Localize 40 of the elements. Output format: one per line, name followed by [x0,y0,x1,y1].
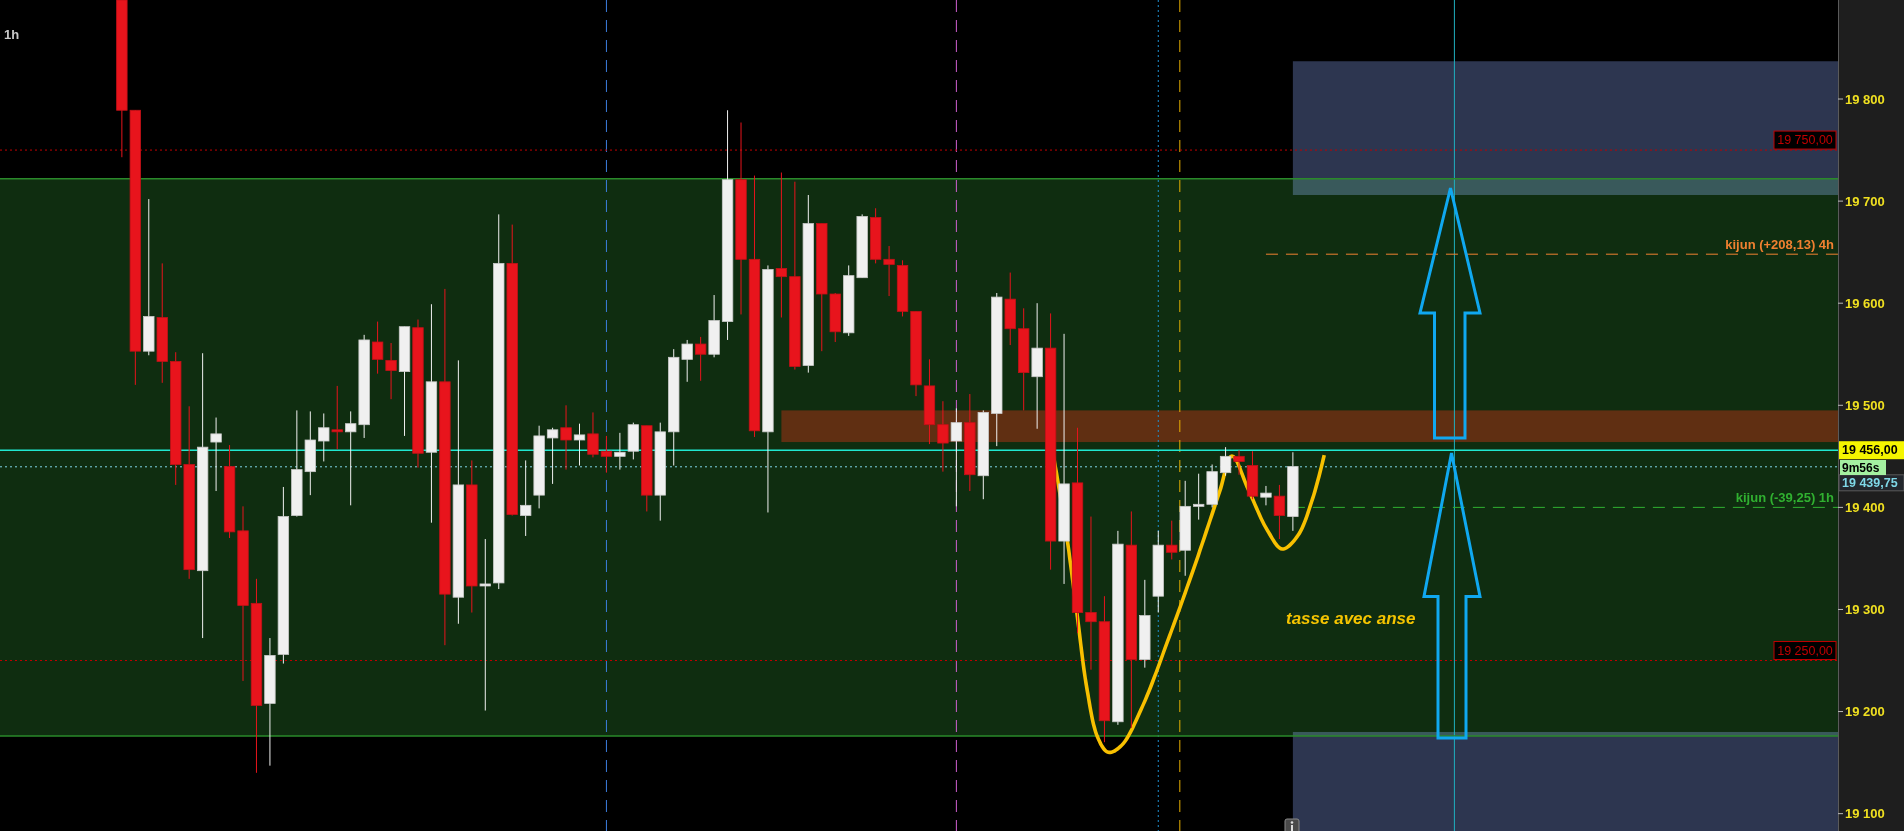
candlestick [937,400,949,473]
candlestick [600,435,613,474]
candlestick [385,342,397,400]
annotation: tasse avec anse [1286,608,1416,628]
candlestick [1085,516,1097,671]
ref-line-label: 19 456,00 [1842,443,1898,458]
candlestick [1219,446,1232,477]
ref-line-label: kijun (+208,13) 4h [1725,236,1835,252]
y-tick-label: 19 600 [1845,295,1885,311]
candlestick [1166,520,1178,560]
candlestick [775,172,788,318]
y-tick-label: 19 500 [1845,397,1885,413]
candlestick [1233,449,1245,476]
candlestick [1273,484,1286,540]
y-tick-label: 19 100 [1845,806,1885,822]
candlestick [573,423,586,467]
y-tick-label: 19 300 [1845,601,1885,617]
candlestick [371,321,384,375]
y-tick-label: 19 400 [1845,499,1885,515]
candlestick [614,432,626,471]
text: 9m56s [1842,460,1880,475]
candlestick [587,411,599,458]
y-tick-label: 19 700 [1845,193,1885,209]
candlestick [560,404,572,471]
text: 1h [4,26,20,42]
candlestick [479,538,491,712]
y-tick-label: 19 200 [1845,704,1885,720]
ref-line-label: 19 250,00 [1777,643,1833,658]
candlestick [950,407,963,507]
candlestick [694,336,707,382]
candlestick [318,412,330,462]
candlestick [520,459,532,537]
ref-line-label: kijun (-39,25) 1h [1735,489,1835,505]
candlestick [331,385,343,450]
candlestick [546,427,559,485]
ref-line-label: 19 750,00 [1777,133,1833,148]
candlestick [1260,485,1272,506]
y-tick-label: 19 800 [1845,91,1885,107]
ref-line-label: 19 439,75 [1842,475,1898,490]
candlestick [210,417,222,492]
